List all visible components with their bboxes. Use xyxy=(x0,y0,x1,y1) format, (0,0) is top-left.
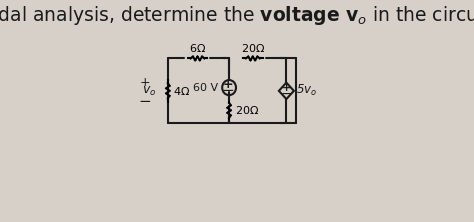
Text: −: − xyxy=(222,83,235,98)
Text: 6$\Omega$: 6$\Omega$ xyxy=(189,42,206,54)
Text: −: − xyxy=(281,87,292,101)
Text: +: + xyxy=(282,83,291,93)
Text: −: − xyxy=(139,94,152,109)
Text: 5$v_o$: 5$v_o$ xyxy=(296,83,318,98)
Text: 60 V: 60 V xyxy=(193,83,218,93)
Text: $v_o$: $v_o$ xyxy=(142,85,156,99)
Text: 4$\Omega$: 4$\Omega$ xyxy=(173,85,191,97)
Text: +: + xyxy=(223,78,233,91)
Text: Using nodal analysis, determine the $\mathbf{voltage}$ $\mathit{\mathbf{v}}_{\ma: Using nodal analysis, determine the $\ma… xyxy=(0,4,474,27)
Text: 20$\Omega$: 20$\Omega$ xyxy=(235,104,259,116)
Text: +: + xyxy=(140,76,150,89)
Text: 20$\Omega$: 20$\Omega$ xyxy=(241,42,265,54)
